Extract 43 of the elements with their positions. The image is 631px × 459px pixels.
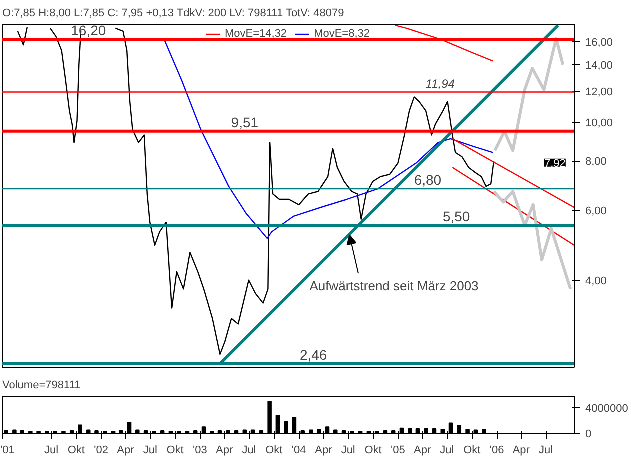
y-tick-label: 14,00 bbox=[586, 60, 614, 72]
x-tick-label: Apr bbox=[512, 444, 530, 456]
x-tick-label: '02 bbox=[94, 444, 109, 456]
ref-line-label: 11,94 bbox=[426, 77, 456, 92]
x-tick-label: '01 bbox=[0, 444, 15, 456]
x-tick-label: Okt bbox=[364, 444, 382, 456]
legend-label: MovE=8,32 bbox=[314, 28, 370, 40]
x-tick-label: Okt bbox=[68, 444, 86, 456]
x-tick-label: Okt bbox=[266, 444, 283, 456]
x-tick-label: Apr bbox=[117, 444, 135, 456]
x-tick-label: Apr bbox=[315, 444, 333, 456]
x-tick-label: Jul bbox=[440, 444, 454, 456]
x-tick-label: '05 bbox=[391, 444, 406, 456]
y-tick-label: 6,00 bbox=[586, 206, 607, 218]
chart-title: O:7,85 H:8,00 L:7,85 C: 7,95 +0,13 TdkV: 200 LV: 798111 TotV: 48079 bbox=[2, 8, 344, 20]
annotation: Aufwärtstrend seit März 2003 bbox=[310, 278, 479, 294]
x-tick-label: Jul bbox=[44, 444, 59, 456]
y-tick-label: 4000000 bbox=[586, 402, 628, 415]
x-tick-label: Apr bbox=[414, 444, 432, 456]
x-tick-label: Okt bbox=[464, 444, 481, 456]
x-tick-label: '03 bbox=[193, 444, 208, 456]
y-tick-label: 8,00 bbox=[586, 156, 607, 168]
legend-label: MovE=14,32 bbox=[224, 28, 288, 40]
y-tick-label: 12,00 bbox=[586, 86, 614, 98]
x-tick-label: '06 bbox=[490, 444, 504, 456]
x-tick-label: Jul bbox=[143, 444, 158, 456]
x-tick-label: Apr bbox=[216, 444, 234, 456]
x-tick-label: Jul bbox=[341, 444, 356, 456]
y-tick-label: 10,00 bbox=[586, 118, 614, 130]
x-tick-label: Jul bbox=[242, 444, 256, 456]
ref-line-label: 9,51 bbox=[231, 114, 259, 130]
annotation: 7,92 bbox=[544, 158, 566, 170]
x-tick-label: '04 bbox=[292, 444, 306, 456]
x-tick-label: Okt bbox=[166, 444, 184, 456]
ref-line-label: 16,20 bbox=[71, 22, 106, 39]
y-tick-label: 16,00 bbox=[586, 36, 614, 49]
ref-line-label: 6,80 bbox=[414, 172, 442, 188]
y-tick-label: 0 bbox=[586, 428, 592, 440]
x-tick-label: Jul bbox=[539, 444, 554, 456]
ref-line-label: 5,50 bbox=[442, 208, 470, 225]
ref-line-label: 2,46 bbox=[300, 346, 328, 363]
chart-title: Volume=798111 bbox=[2, 380, 81, 392]
y-tick-label: 4,00 bbox=[586, 275, 607, 288]
